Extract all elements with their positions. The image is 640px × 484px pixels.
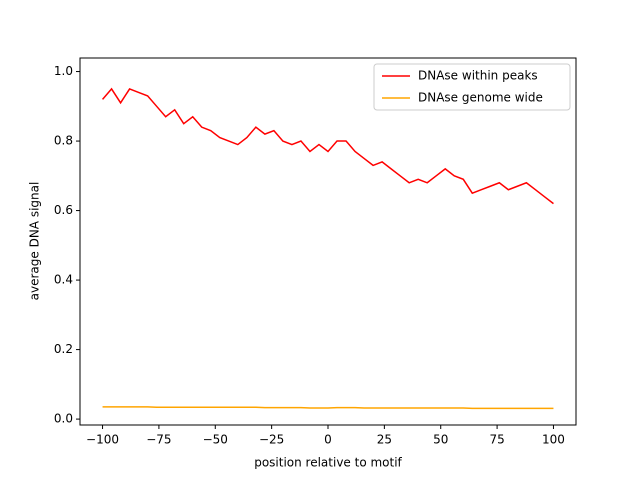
data-line	[102, 406, 554, 410]
x-tick-label: 0	[324, 433, 332, 447]
data-line	[101, 87, 554, 205]
y-tick-label: 0.8	[54, 134, 73, 148]
y-axis-label: average DNA signal	[28, 182, 42, 301]
y-tick-label: 0.6	[54, 203, 73, 217]
y-tick-label: 0.0	[54, 412, 73, 426]
legend-box	[373, 63, 571, 111]
axes-frame	[79, 57, 577, 426]
x-tick-label: 75	[489, 433, 504, 447]
x-tick-label: 25	[377, 433, 392, 447]
x-axis-label: position relative to motif	[254, 456, 402, 470]
x-tick-label: −75	[146, 433, 171, 447]
legend-label: DNAse genome wide	[418, 91, 543, 105]
y-tick-label: 0.4	[54, 273, 73, 287]
x-tick-label: 100	[542, 433, 565, 447]
legend-label: DNAse within peaks	[418, 69, 538, 83]
x-tick-label: 50	[433, 433, 448, 447]
x-tick-label: −100	[86, 433, 119, 447]
x-tick-label: −50	[203, 433, 228, 447]
y-tick-label: 0.2	[54, 342, 73, 356]
x-tick-label: −25	[259, 433, 284, 447]
y-tick-label: 1.0	[54, 64, 73, 78]
